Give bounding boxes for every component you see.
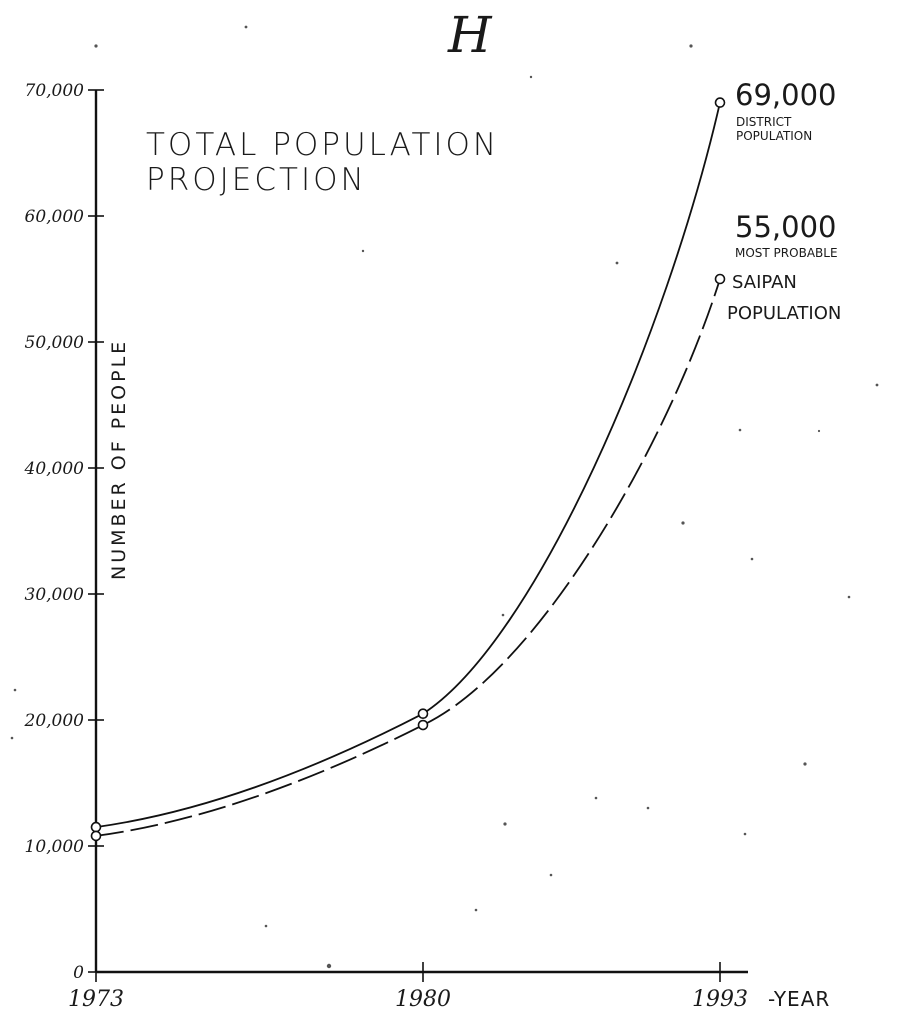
chart-title-line-2: PROJECTION [146,162,367,198]
x-ticks: 1973 1980 1993 [68,962,748,1012]
y-tick-label-6: 60,000 [25,207,85,227]
saipan-name-line-3: POPULATION [727,303,841,324]
series-0-point-2 [714,97,726,108]
y-tick-label-5: 50,000 [25,333,85,353]
district-name-line-1: DISTRICT [736,115,792,129]
y-tick-label-4: 40,000 [24,459,85,479]
saipan-end-value: 55,000 [735,210,836,244]
x-tick-label-2: 1993 [692,987,748,1012]
x-tick-label-1: 1980 [395,987,451,1012]
y-tick-label-3: 30,000 [25,585,85,605]
y-axis-label: NUMBER OF PEOPLE [108,339,130,580]
series-0-point-0 [90,821,102,833]
series-layer [90,97,726,842]
x-axis-label: -YEAR [768,987,830,1011]
district-name-line-2: POPULATION [736,129,812,143]
series-0-point-1 [417,708,429,720]
chart-title-line-1: TOTAL POPULATION [146,127,499,163]
series-1-point-0 [90,830,102,842]
x-tick-label-0: 1973 [68,987,124,1012]
y-tick-label-1: 10,000 [25,837,85,857]
y-tick-label-7: 70,000 [25,81,85,101]
series-line-1 [95,278,721,837]
series-1-point-2 [714,273,726,285]
scan-specks [10,25,879,969]
y-tick-label-2: 20,000 [24,711,85,731]
page-letter: H [447,6,493,64]
saipan-name-line-2: SAIPAN [732,272,797,293]
y-ticks: 0 10,000 20,000 30,000 40,000 50,000 60,000 70,… [24,81,104,983]
saipan-name-line-1: MOST PROBABLE [735,246,838,260]
district-end-value: 69,000 [735,78,836,112]
series-1-point-1 [417,719,429,731]
series-line-0 [95,102,721,828]
y-tick-label-0: 0 [73,963,84,983]
